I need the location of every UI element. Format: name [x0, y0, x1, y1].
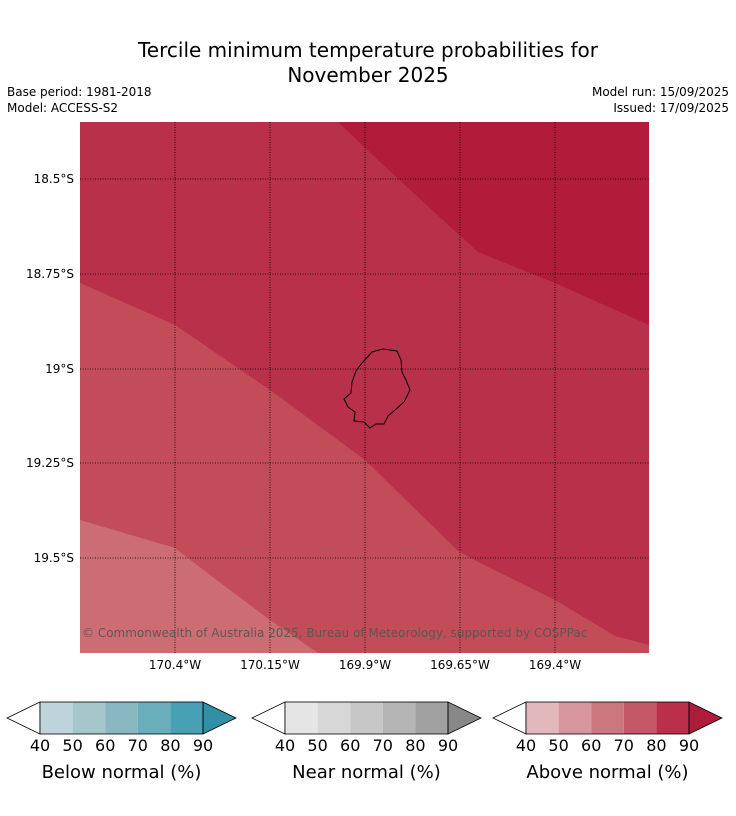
colorbar-outline: [525, 701, 690, 735]
colorbar-title: Near normal (%): [292, 762, 441, 783]
colorbar-cell: [285, 702, 318, 734]
colorbar-cell: [105, 702, 138, 734]
colorbar-cell: [137, 702, 171, 734]
lat-label: 18.5°S: [34, 172, 74, 186]
colorbar-tick-label: 60: [581, 736, 601, 755]
colorbar-cell: [558, 702, 592, 734]
colorbar-tick-label: 70: [373, 736, 393, 755]
colorbars: 40 50 60 70 80 90 Below normal (%) 40 50 60 70 80 90…: [6, 701, 723, 783]
colorbar-cell: [623, 702, 657, 734]
colorbar-extend-low: [6, 701, 41, 735]
colorbar-0: 40 50 60 70 80 90 Below normal (%): [6, 701, 237, 783]
lat-labels: 18.5°S 18.75°S 19°S 19.25°S 19.5°S: [26, 172, 74, 565]
colorbar-cell: [170, 702, 203, 734]
issued-date: Issued: 17/09/2025: [613, 101, 729, 115]
colorbar-extend-high: [447, 701, 482, 735]
colorbar-tick-label: 60: [340, 736, 360, 755]
lon-labels: 170.4°W 170.15°W 169.9°W 169.65°W 169.4°…: [149, 658, 581, 672]
colorbar-tick-label: 70: [128, 736, 148, 755]
map-title: Tercile minimum temperature probabilitie…: [0, 38, 736, 88]
map-panel: © Commonwealth of Australia 2025, Bureau…: [80, 122, 649, 653]
lon-label: 170.4°W: [149, 658, 201, 672]
colorbar-cell: [350, 702, 383, 734]
colorbar-tick-label: 50: [62, 736, 82, 755]
lon-label: 169.4°W: [529, 658, 581, 672]
colorbar-tick-label: 70: [614, 736, 634, 755]
colorbar-title: Above normal (%): [526, 762, 688, 783]
colorbar-tick-label: 90: [438, 736, 458, 755]
zone-above-90: [338, 122, 649, 325]
colorbar-tick-label: 90: [679, 736, 699, 755]
title-line-2: November 2025: [287, 63, 449, 87]
lat-label: 18.75°S: [26, 267, 74, 281]
meta-right: Model run: 15/09/2025 Issued: 17/09/2025: [592, 84, 729, 116]
island-outline: [343, 348, 411, 429]
colorbar-cell: [382, 702, 416, 734]
meta-left: Base period: 1981-2018 Model: ACCESS-S2: [7, 84, 152, 116]
colorbar-1: 40 50 60 70 80 90 Near normal (%): [251, 701, 482, 783]
lat-label: 19.25°S: [26, 456, 74, 470]
colorbar-outline: [284, 701, 449, 735]
lat-label: 19.5°S: [34, 551, 74, 565]
colorbar-cell: [72, 702, 106, 734]
lon-label: 169.65°W: [430, 658, 490, 672]
zone-above-70: [80, 283, 649, 653]
colorbar-tick-label: 40: [275, 736, 295, 755]
colorbar-extend-high: [688, 701, 723, 735]
colorbar-tick-label: 60: [95, 736, 115, 755]
zone-above-60: [80, 520, 318, 653]
colorbar-tick-label: 50: [548, 736, 568, 755]
lon-label: 169.9°W: [339, 658, 391, 672]
colorbar-tick-label: 80: [646, 736, 666, 755]
base-period: Base period: 1981-2018: [7, 85, 152, 99]
copyright-notice: © Commonwealth of Australia 2025, Bureau…: [82, 626, 587, 640]
gridlines: [80, 122, 649, 653]
colorbar-cell: [591, 702, 624, 734]
colorbar-title: Below normal (%): [42, 762, 202, 783]
colorbar-extend-high: [202, 701, 237, 735]
colorbar-cell: [415, 702, 448, 734]
colorbar-outline: [39, 701, 204, 735]
colorbar-tick-label: 80: [405, 736, 425, 755]
colorbar-tick-label: 40: [30, 736, 50, 755]
title-line-1: Tercile minimum temperature probabilitie…: [137, 38, 599, 62]
colorbar-tick-label: 90: [193, 736, 213, 755]
lon-label: 170.15°W: [240, 658, 300, 672]
colorbar-tick-label: 80: [160, 736, 180, 755]
colorbar-tick-label: 50: [307, 736, 327, 755]
lat-label: 19°S: [45, 362, 74, 376]
colorbar-cell: [317, 702, 351, 734]
colorbar-cell: [656, 702, 689, 734]
colorbar-extend-low: [251, 701, 286, 735]
model-run: Model run: 15/09/2025: [591, 85, 729, 99]
colorbar-tick-label: 40: [516, 736, 536, 755]
colorbar-cell: [40, 702, 73, 734]
colorbar-extend-low: [492, 701, 527, 735]
model-name: Model: ACCESS-S2: [7, 101, 119, 115]
colorbar-2: 40 50 60 70 80 90 Above normal (%): [492, 701, 723, 783]
colorbar-cell: [526, 702, 559, 734]
